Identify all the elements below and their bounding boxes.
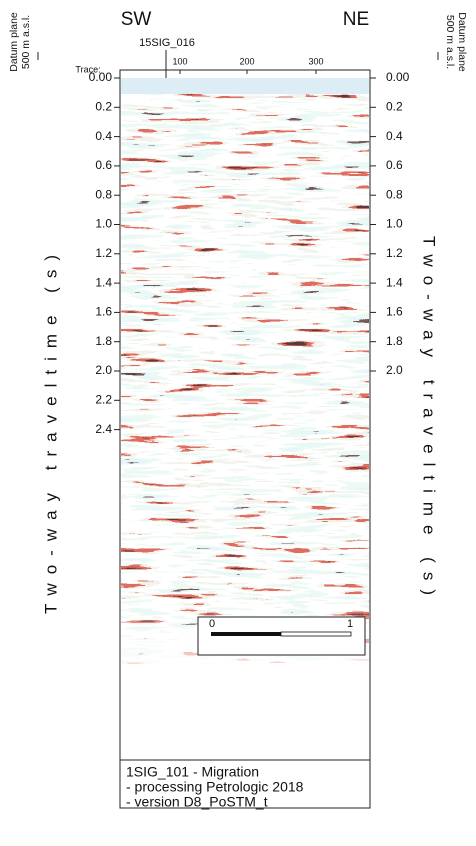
y-tick-label: 0.6 — [386, 158, 403, 172]
legend-line: - version D8_PoSTM_t — [126, 794, 268, 810]
y-tick-label: 1.4 — [386, 275, 403, 289]
seismic-fade — [121, 94, 369, 664]
y-tick-label: 0.2 — [386, 99, 403, 113]
datum-label: 500 m a.s.l. — [444, 15, 456, 69]
datum-label: 500 m a.s.l. — [20, 15, 32, 69]
figure: SW NE 15SIG_016 Trace: 0 1 0.000.20.40.6… — [0, 0, 476, 841]
y-tick-label: 0.6 — [95, 158, 112, 172]
y-tick-label: 0.00 — [386, 70, 410, 84]
y-tick-label: 0.4 — [95, 129, 112, 143]
scale-bar-dark — [211, 632, 281, 636]
scale-label: 1 — [347, 618, 353, 630]
y-tick-label: 0.2 — [95, 99, 112, 113]
scale-bar-light — [281, 632, 351, 636]
direction-right: NE — [343, 9, 369, 30]
y-tick-label: 1.8 — [386, 334, 403, 348]
datum-label: Datum plane — [456, 12, 468, 72]
y-tick-label: 1.4 — [95, 275, 112, 289]
y-tick-label: 1.6 — [386, 305, 403, 319]
y-tick-label: 0.4 — [386, 129, 403, 143]
air-band — [121, 78, 369, 94]
y-tick-label: 2.0 — [386, 363, 403, 377]
y-tick-label: 1.2 — [95, 246, 112, 260]
y-tick-label: 0.00 — [89, 70, 113, 84]
scale-label: 0 — [209, 618, 215, 630]
trace-tick-label: 300 — [308, 56, 323, 66]
legend-line: - processing Petrologic 2018 — [126, 779, 304, 795]
trace-tick-label: 100 — [172, 56, 187, 66]
axis-title: Two-way traveltime (s) — [420, 236, 439, 604]
datum-label: Datum plane — [8, 12, 20, 72]
y-tick-label: 1.2 — [386, 246, 403, 260]
y-tick-label: 2.4 — [95, 422, 112, 436]
y-tick-label: 1.8 — [95, 334, 112, 348]
legend-line: 1SIG_101 - Migration — [126, 764, 259, 780]
y-tick-label: 2.2 — [95, 392, 112, 406]
y-tick-label: 1.0 — [386, 217, 403, 231]
well-label: 15SIG_016 — [139, 37, 195, 49]
axis-title: Two-way traveltime (s) — [41, 246, 60, 614]
y-tick-label: 1.0 — [95, 217, 112, 231]
y-tick-label: 0.8 — [95, 187, 112, 201]
trace-tick-label: 200 — [239, 56, 254, 66]
direction-left: SW — [121, 9, 152, 30]
page: {"header": {"left_direction": "SW", "rig… — [0, 0, 476, 841]
y-tick-label: 1.6 — [95, 305, 112, 319]
y-tick-label: 0.8 — [386, 187, 403, 201]
y-tick-label: 2.0 — [95, 363, 112, 377]
